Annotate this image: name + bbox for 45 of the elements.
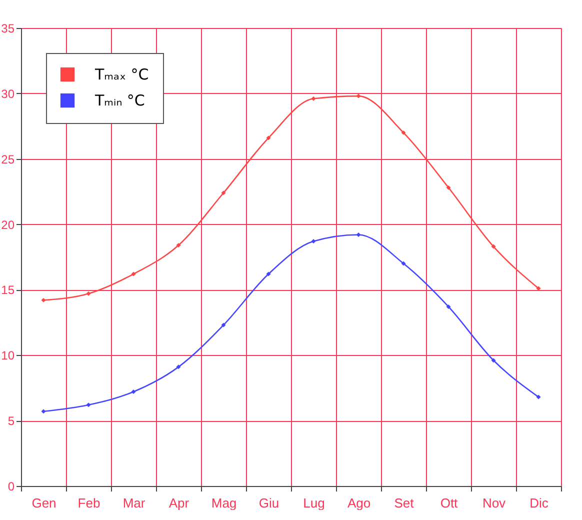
legend-label: Tₘᵢₙ °C [94, 92, 145, 110]
point [401, 130, 406, 135]
point [536, 286, 541, 291]
x-tick-label: Giu [258, 496, 280, 510]
x-tick-label: Lug [303, 496, 325, 510]
point [446, 304, 451, 309]
y-tick-label: 5 [8, 414, 15, 428]
point [221, 190, 226, 196]
point [536, 394, 541, 400]
point [176, 242, 181, 248]
legend-label: Tₘₐₓ °C [94, 66, 149, 84]
y-tick-label: 30 [1, 86, 15, 101]
point [266, 136, 271, 140]
point [41, 409, 46, 414]
y-tick-label: 10 [1, 348, 15, 363]
x-tick-label: Nov [482, 496, 506, 510]
point [356, 94, 361, 98]
point [491, 244, 496, 249]
y-tick-label: 20 [1, 218, 15, 232]
x-tick-label: Set [394, 496, 414, 510]
y-tick-label: 25 [1, 152, 15, 166]
point [491, 358, 496, 363]
point [221, 322, 226, 328]
x-tick-label: Ott [440, 496, 458, 510]
point [86, 402, 91, 408]
point [86, 291, 91, 296]
point [401, 261, 406, 266]
y-tick-label: 35 [1, 22, 15, 36]
x-tick-label: Feb [78, 496, 100, 510]
x-tick-label: Apr [168, 496, 190, 510]
x-tick-label: Ago [347, 496, 371, 510]
x-tick-label: Mar [122, 496, 146, 510]
x-tick-label: Dic [530, 496, 549, 510]
point [311, 239, 316, 244]
point [131, 272, 136, 276]
x-tick-label: Mag [211, 496, 237, 510]
point [311, 96, 316, 101]
point [266, 272, 271, 276]
point [41, 298, 46, 302]
point [446, 185, 451, 190]
point [176, 364, 181, 370]
x-tick-label: Gen [32, 496, 56, 510]
y-tick-label: 15 [1, 283, 15, 298]
point [131, 390, 136, 394]
y-tick-label: 0 [8, 480, 15, 494]
